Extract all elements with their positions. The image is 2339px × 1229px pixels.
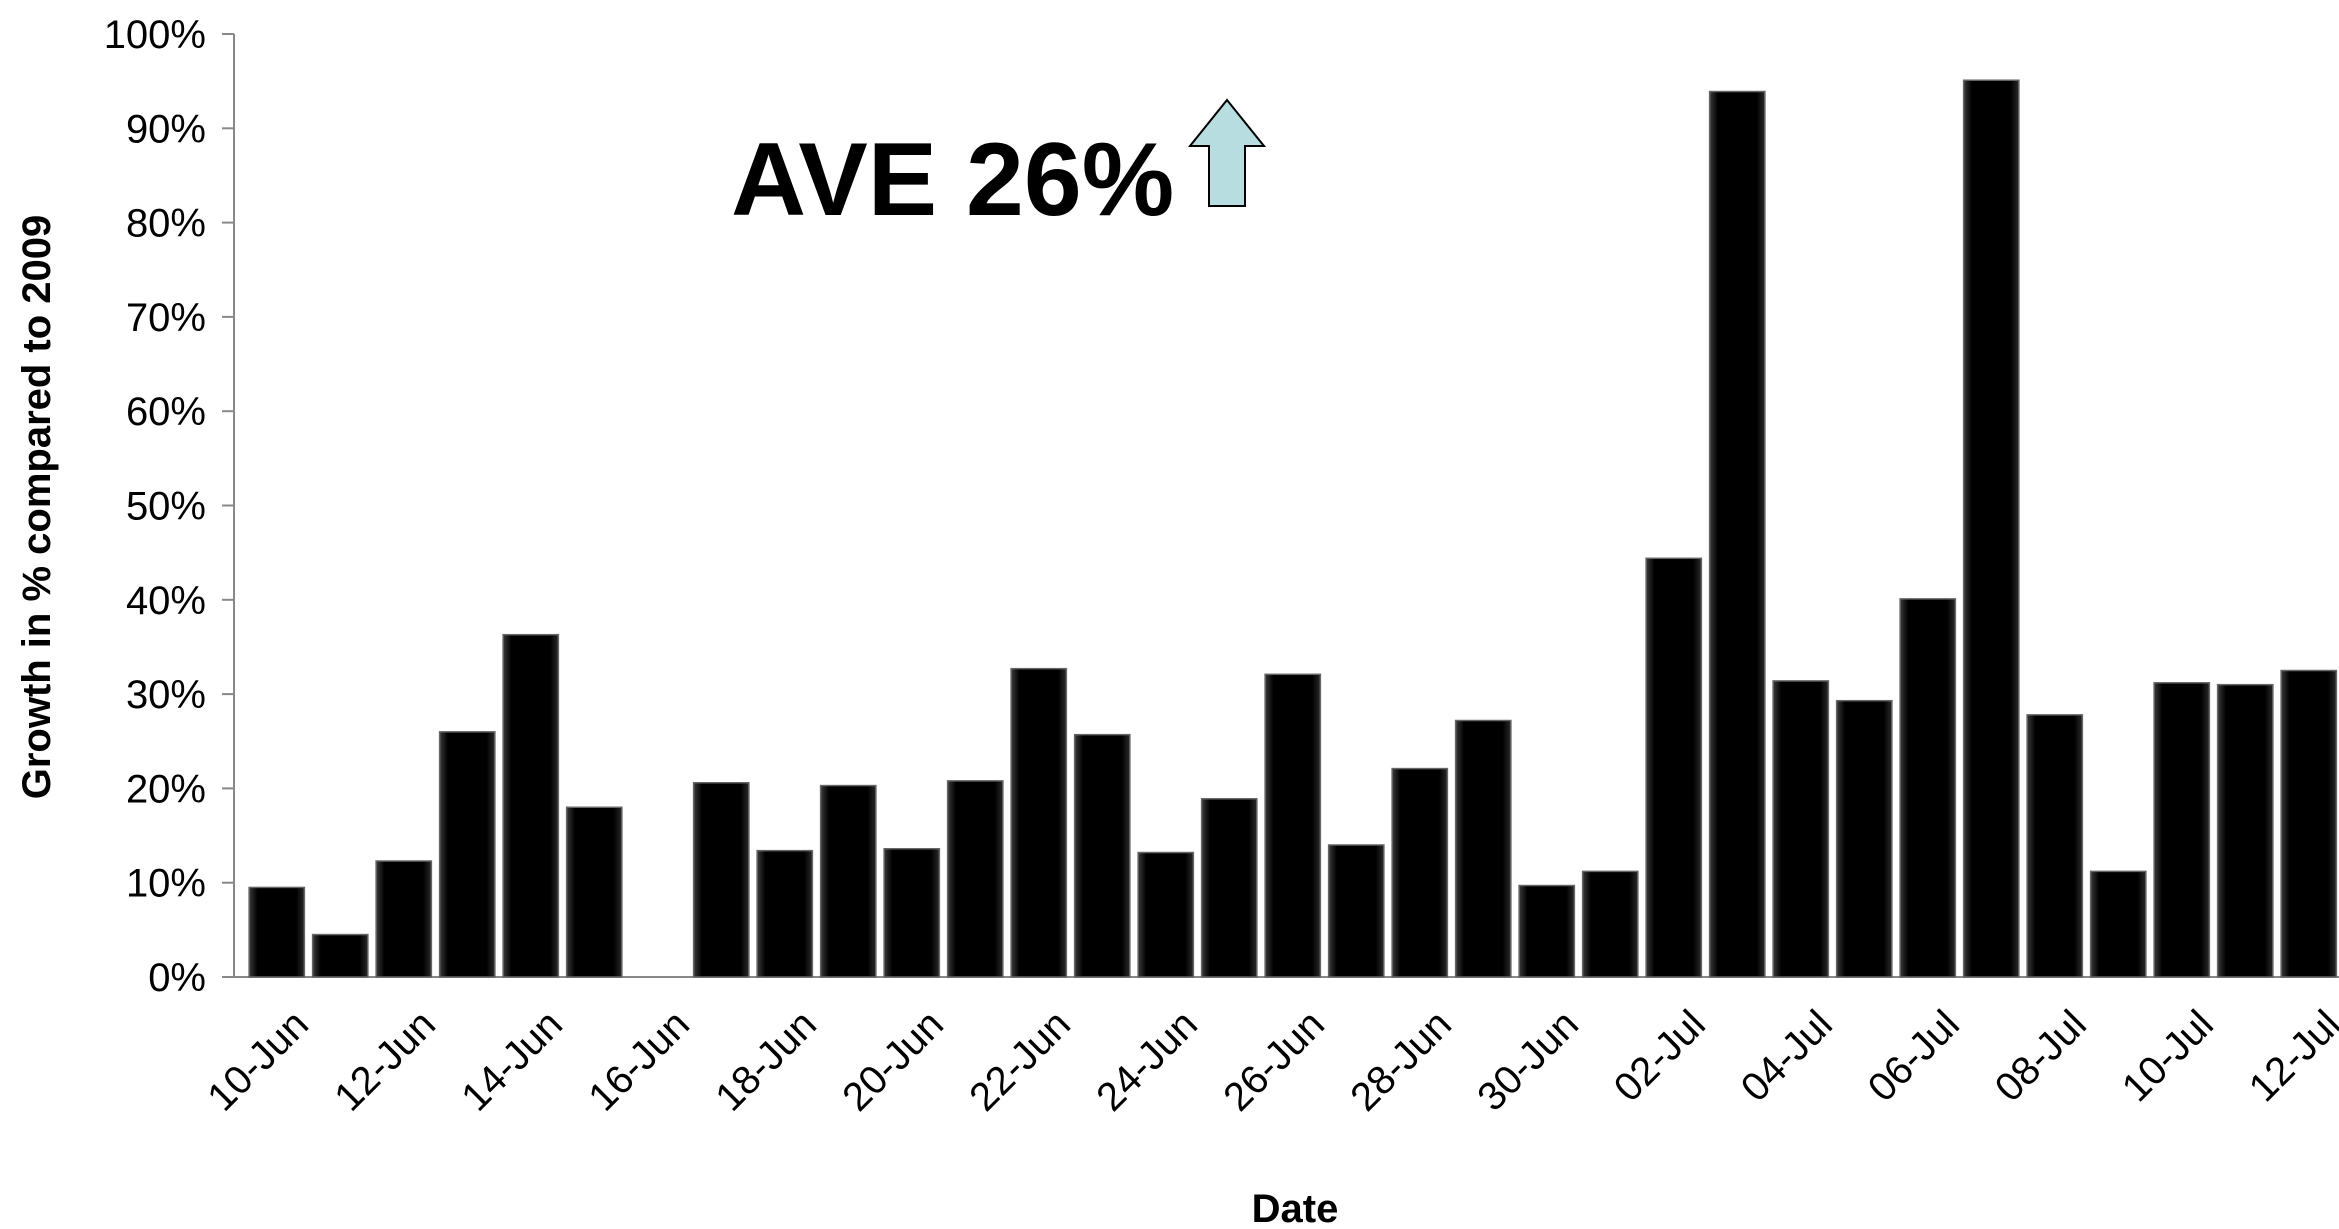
bar [692,781,750,978]
x-tick-label: 12-Jun [326,1002,444,1120]
y-tick-label: 10% [126,862,206,906]
bar [1010,667,1068,978]
bar [565,806,623,978]
x-tick-label: 08-Jul [1987,1002,2095,1110]
bar [1518,884,1576,978]
y-tick-label: 100% [104,13,206,57]
x-tick-label: 20-Jun [834,1002,952,1120]
bar [2280,669,2338,978]
bar [438,731,496,978]
x-tick-label: 10-Jul [2114,1002,2222,1110]
bar [1073,733,1131,978]
bar [1200,798,1258,978]
y-tick-label: 50% [126,485,206,529]
y-tick-label: 30% [126,673,206,717]
x-tick-label: 22-Jun [961,1002,1079,1120]
bar [1708,90,1766,978]
bar [375,860,433,978]
bar [1391,767,1449,978]
bar [2026,714,2084,978]
bar [1454,719,1512,978]
x-tick-label: 18-Jun [707,1002,825,1120]
y-tick-label: 40% [126,579,206,623]
bar [1645,557,1703,978]
bar [1581,870,1639,978]
bar [1962,79,2020,978]
x-tick-label: 12-Jul [2241,1002,2339,1110]
x-tick-label: 24-Jun [1088,1002,1206,1120]
bar [248,886,306,978]
y-tick-label: 70% [126,296,206,340]
x-tick-label: 14-Jun [453,1002,571,1120]
y-tick-label: 60% [126,390,206,434]
x-tick-label: 30-Jun [1469,1002,1587,1120]
bar [819,784,877,978]
x-tick-label: 02-Jul [1606,1002,1714,1110]
x-tick-label: 16-Jun [580,1002,698,1120]
bar [946,780,1004,978]
x-axis-title: Date [1252,1187,1339,1229]
y-tick-label: 80% [126,202,206,246]
x-tick-label: 28-Jun [1342,1002,1460,1120]
y-tick-label: 0% [148,956,206,1000]
bar [1327,844,1385,978]
x-tick-label: 26-Jun [1215,1002,1333,1120]
bar [1264,673,1322,978]
up-arrow [1187,98,1267,207]
y-axis-title: Growth in % compared to 2009 [15,215,59,800]
y-tick-label: 90% [126,107,206,151]
x-tick-label: 04-Jul [1733,1002,1841,1110]
bar [756,849,814,978]
bar [1835,699,1893,978]
bar [1137,851,1195,978]
bar [502,633,560,978]
x-tick-label: 06-Jul [1860,1002,1968,1110]
bar [311,933,369,978]
bar [2153,682,2211,978]
y-tick-label: 20% [126,767,206,811]
bar [1899,598,1957,978]
bar [2089,870,2147,978]
x-tick-label: 10-Jun [199,1002,317,1120]
bar [883,848,941,978]
annotation: AVE 26% [731,122,1174,238]
bar [2216,683,2274,978]
bar [1772,680,1830,978]
